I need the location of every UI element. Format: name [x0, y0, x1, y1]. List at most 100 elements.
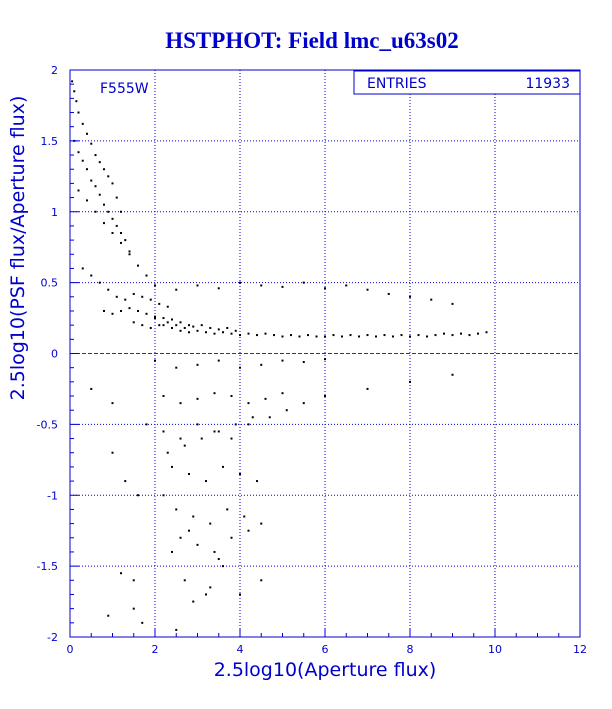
data-point: [166, 451, 169, 454]
data-point: [149, 326, 152, 329]
data-point: [73, 90, 76, 93]
data-point: [222, 565, 224, 568]
data-point: [302, 281, 305, 284]
data-point: [158, 324, 161, 327]
data-point: [120, 572, 122, 575]
data-point: [124, 298, 127, 301]
axis-ticks: [69, 69, 581, 638]
data-point: [281, 359, 284, 362]
data-point: [90, 387, 93, 390]
data-point: [196, 543, 199, 546]
data-point: [260, 284, 263, 287]
data-point: [183, 326, 186, 329]
data-point: [222, 465, 224, 468]
data-point: [273, 334, 275, 337]
data-point: [141, 324, 144, 327]
data-point: [145, 274, 148, 277]
data-point: [103, 168, 105, 171]
data-point: [141, 621, 144, 624]
data-point: [213, 550, 216, 553]
y-tick-label: 1: [51, 206, 58, 219]
filter-annotation: F555W: [100, 81, 149, 97]
data-point: [77, 189, 80, 192]
data-point: [192, 600, 195, 603]
data-point: [341, 335, 343, 338]
data-point: [366, 387, 369, 390]
data-point: [162, 317, 165, 320]
stats-box-border: [353, 70, 581, 95]
x-tick-label: 6: [322, 643, 329, 656]
data-point: [137, 264, 139, 267]
data-point: [90, 274, 93, 277]
data-point: [90, 179, 93, 182]
data-point: [213, 332, 216, 335]
data-point: [77, 151, 80, 154]
data-point: [175, 628, 178, 631]
y-tick-label: 1.5: [41, 135, 59, 148]
data-point: [162, 430, 165, 433]
x-axis-label: 2.5log10(Aperture flux): [214, 659, 437, 681]
data-point: [179, 329, 182, 332]
x-tick-label: 12: [573, 643, 587, 656]
data-point: [179, 321, 182, 324]
data-point: [81, 159, 84, 162]
data-point: [103, 222, 105, 225]
y-axis-label: 2.5log10(PSF flux/Aperture flux): [7, 96, 29, 401]
data-point: [307, 334, 309, 337]
data-point: [256, 480, 258, 483]
data-point: [247, 402, 250, 405]
data-point: [290, 334, 292, 337]
stats-entries-label: ENTRIES: [367, 76, 427, 92]
data-point: [230, 536, 233, 539]
data-point: [260, 579, 263, 582]
data-point: [175, 508, 178, 511]
data-point: [468, 334, 471, 337]
data-point: [217, 558, 220, 561]
scatter-points: [71, 80, 488, 631]
data-point: [234, 423, 237, 426]
data-point: [188, 472, 190, 475]
data-point: [264, 397, 267, 400]
data-point: [392, 335, 394, 338]
data-point: [86, 199, 88, 202]
y-tick-label: -1: [47, 489, 58, 502]
data-point: [171, 550, 173, 553]
data-point: [324, 395, 326, 398]
data-point: [128, 307, 131, 310]
data-point: [103, 203, 105, 206]
data-point: [409, 295, 411, 298]
data-point: [366, 288, 369, 291]
data-point: [86, 168, 88, 171]
data-point: [149, 298, 152, 301]
data-point: [387, 292, 390, 295]
data-point: [243, 515, 246, 518]
data-point: [107, 614, 110, 617]
data-point: [192, 325, 195, 328]
data-point: [98, 281, 101, 284]
data-point: [349, 334, 352, 337]
data-point: [94, 185, 97, 188]
data-point: [285, 409, 288, 412]
data-point: [302, 361, 305, 364]
data-point: [111, 217, 114, 220]
data-point: [281, 392, 284, 395]
data-point: [205, 480, 207, 483]
data-point: [171, 326, 173, 329]
data-point: [128, 253, 131, 256]
data-point: [281, 285, 284, 288]
data-point: [247, 332, 250, 335]
data-point: [230, 332, 233, 335]
data-point: [226, 326, 229, 329]
data-point: [94, 210, 97, 213]
x-tick-label: 10: [488, 643, 502, 656]
data-point: [217, 430, 220, 433]
data-point: [162, 324, 165, 327]
data-point: [179, 437, 182, 440]
data-point: [302, 402, 305, 405]
data-point: [239, 366, 241, 369]
data-point: [256, 334, 258, 337]
data-point: [145, 312, 148, 315]
data-point: [434, 334, 437, 337]
